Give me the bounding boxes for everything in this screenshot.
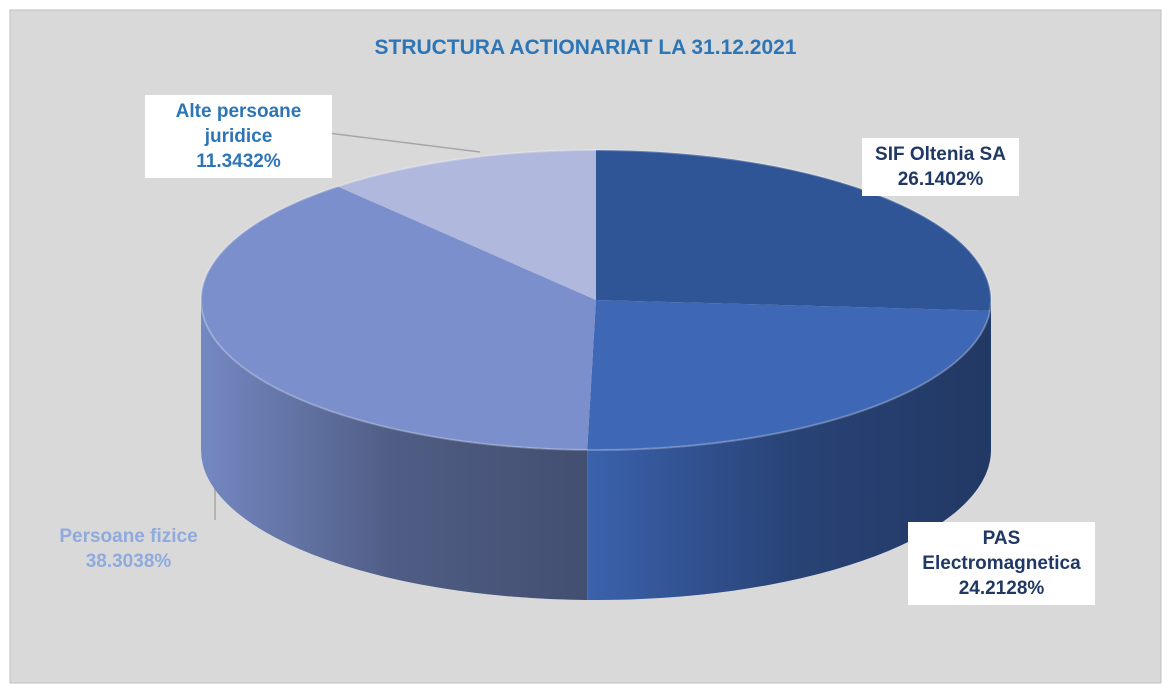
slice xyxy=(200,186,596,450)
category-label: SIF Oltenia SA xyxy=(875,144,1006,165)
slice xyxy=(587,300,990,450)
value-label: 11.3432% xyxy=(196,151,281,172)
value-label: 26.1402% xyxy=(897,169,984,190)
leader-line xyxy=(319,131,481,153)
slice xyxy=(596,150,991,311)
slice xyxy=(337,150,596,300)
data-label: Alte persoane juridice 11.3432% xyxy=(145,95,332,178)
chart-title: STRUCTURA ACTIONARIAT LA 31.12.2021 xyxy=(374,36,797,59)
slice-side-shade xyxy=(587,310,990,601)
category-label: Alte persoane juridice xyxy=(175,101,302,147)
pie-rim xyxy=(200,149,992,451)
data-label: Persoane fizice 38.3038% xyxy=(30,520,227,578)
data-label: SIF Oltenia SA 26.1402% xyxy=(862,138,1019,196)
slice-side-shade xyxy=(201,300,588,600)
value-label: 38.3038% xyxy=(85,551,172,572)
category-label: PAS Electromagnetica xyxy=(922,528,1081,574)
category-label: Persoane fizice xyxy=(59,526,198,547)
slice-side-shade xyxy=(989,300,991,461)
value-label: 24.2128% xyxy=(958,578,1045,599)
data-label: PAS Electromagnetica 24.2128% xyxy=(908,522,1095,605)
